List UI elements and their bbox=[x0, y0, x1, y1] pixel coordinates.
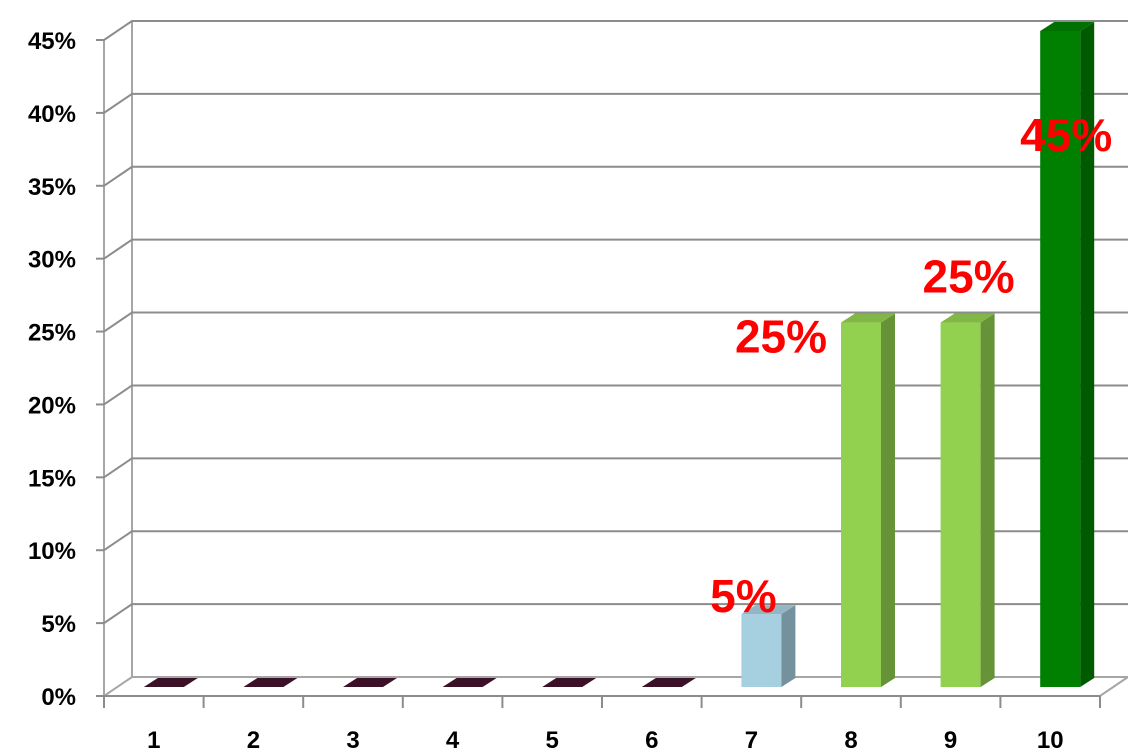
y-tick-label: 10% bbox=[28, 538, 76, 565]
gridline bbox=[103, 92, 1128, 114]
y-axis-tick-labels: 0% 5% 10% 15% 20% 25% 30% 35% 40% 45% bbox=[28, 28, 76, 711]
x-tick-label: 8 bbox=[844, 727, 857, 751]
bar bbox=[143, 678, 198, 687]
bars bbox=[143, 22, 1095, 687]
bar bbox=[1040, 22, 1095, 687]
data-label: 25% bbox=[923, 251, 1015, 303]
x-tick-label: 6 bbox=[645, 727, 658, 751]
gridline bbox=[103, 530, 1128, 552]
x-tick-label: 10 bbox=[1037, 727, 1064, 751]
y-tick-label: 5% bbox=[41, 611, 76, 638]
gridline bbox=[103, 165, 1128, 187]
y-tick-label: 20% bbox=[28, 392, 76, 419]
x-tick-label: 1 bbox=[147, 727, 160, 751]
bar bbox=[641, 678, 696, 687]
bar bbox=[940, 313, 995, 687]
bar bbox=[243, 678, 298, 687]
data-label: 25% bbox=[735, 311, 827, 363]
axes bbox=[96, 39, 1101, 708]
gridline bbox=[103, 238, 1128, 260]
data-labels: 5% 25% 25% 45% bbox=[710, 109, 1112, 622]
y-tick-label: 25% bbox=[28, 320, 76, 347]
y-tick-label: 40% bbox=[28, 101, 76, 128]
y-tick-label: 35% bbox=[28, 174, 76, 201]
x-tick-label: 2 bbox=[247, 727, 260, 751]
x-tick-label: 3 bbox=[346, 727, 359, 751]
gridline bbox=[103, 457, 1128, 479]
bar bbox=[442, 678, 497, 687]
gridline bbox=[103, 311, 1128, 333]
x-tick-label: 9 bbox=[944, 727, 957, 751]
data-label: 45% bbox=[1020, 109, 1112, 161]
gridline bbox=[103, 20, 1128, 41]
x-axis-tick-labels: 1 2 3 4 5 6 7 8 9 10 bbox=[147, 727, 1063, 751]
data-label: 5% bbox=[710, 570, 776, 622]
y-tick-label: 45% bbox=[28, 28, 76, 55]
y-tick-label: 30% bbox=[28, 247, 76, 274]
y-tick-label: 15% bbox=[28, 465, 76, 492]
x-tick-label: 4 bbox=[446, 727, 460, 751]
y-tick-label: 0% bbox=[41, 684, 76, 711]
bar bbox=[542, 678, 597, 687]
gridline bbox=[103, 603, 1128, 624]
gridline bbox=[103, 384, 1128, 406]
x-tick-label: 7 bbox=[745, 727, 758, 751]
bar bbox=[741, 605, 796, 687]
bar bbox=[841, 313, 895, 687]
bar bbox=[343, 678, 397, 687]
x-tick-label: 5 bbox=[546, 727, 559, 751]
